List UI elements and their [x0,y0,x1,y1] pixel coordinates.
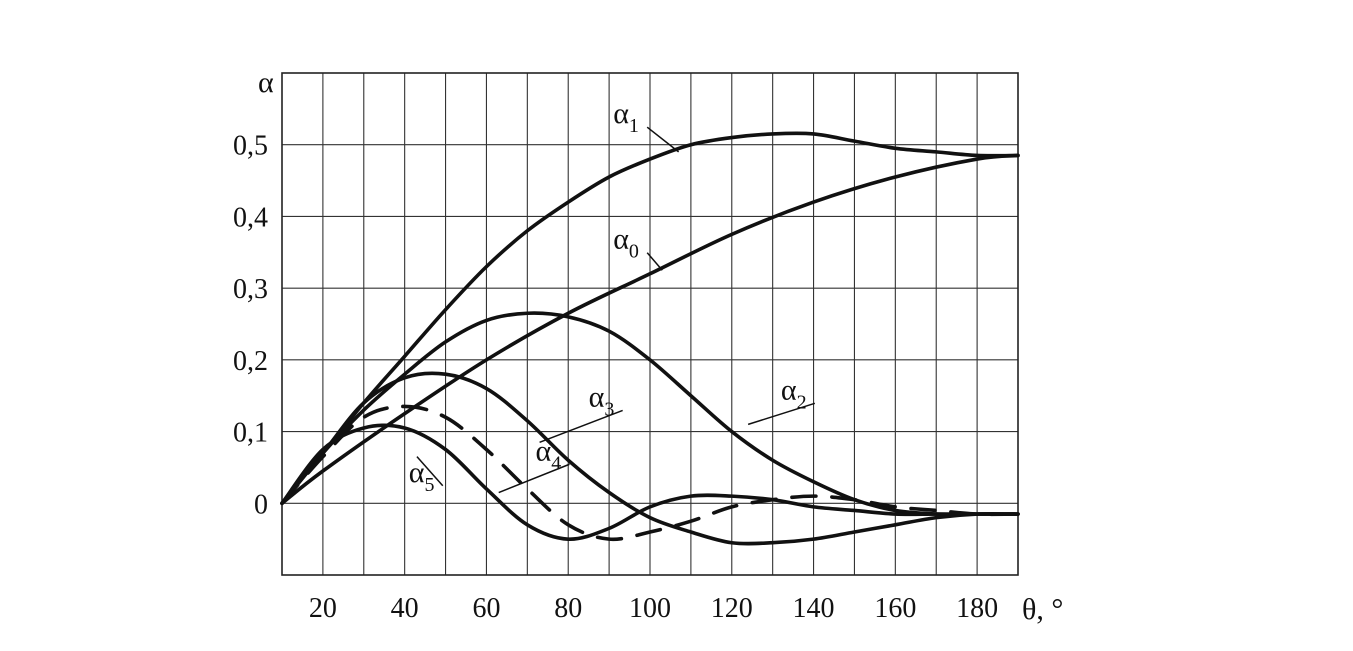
series-line-α3 [280,371,1020,546]
leader-line-α1 [646,126,680,153]
series-label-α0: α0 [613,223,639,263]
x-tick-label: 140 [793,593,835,624]
x-tick-label: 20 [309,593,337,624]
y-tick-label: 0,5 [233,131,268,162]
x-tick-label: 60 [472,593,500,624]
series-labels: α1 α0 α2 α3 α4 α5 [409,97,807,496]
leader-line-α3 [539,409,623,444]
x-tick-labels: 20 40 60 80 100 120 140 160 180 [309,593,998,624]
x-tick-label: 100 [629,593,671,624]
y-tick-label: 0,1 [233,418,268,449]
y-axis-label: α [258,66,274,99]
series-label-α2: α2 [781,373,807,413]
x-axis-label: θ, ° [1022,593,1063,626]
leader-line-α4 [498,463,570,494]
series-line-α1 [280,131,1020,506]
x-tick-label: 40 [391,593,419,624]
x-tick-label: 80 [554,593,582,624]
y-tick-label: 0,3 [233,274,268,305]
y-tick-label: 0,4 [233,202,268,233]
series-label-α5: α5 [409,456,435,496]
plot-frame [281,72,1019,576]
leader-line-α0 [646,252,663,271]
curves [280,131,1020,546]
series-line-α2 [280,311,1020,517]
series-label-α3: α3 [589,380,615,420]
series-label-α1: α1 [613,97,639,137]
series-line-α5 [280,423,1020,541]
series-line-α4 [280,404,1020,542]
leader-line-α2 [747,402,816,426]
leader-lines [416,126,816,494]
grid [282,73,1018,575]
x-tick-label: 120 [711,593,753,624]
y-tick-label: 0,2 [233,346,268,377]
series-label-α4: α4 [536,434,562,474]
x-tick-label: 160 [874,593,916,624]
x-tick-label: 180 [956,593,998,624]
leader-line-α5 [416,456,444,487]
y-tick-labels: 0 0,1 0,2 0,3 0,4 0,5 [233,131,268,521]
y-tick-label: 0 [254,489,268,520]
series-line-α0 [280,153,1020,506]
